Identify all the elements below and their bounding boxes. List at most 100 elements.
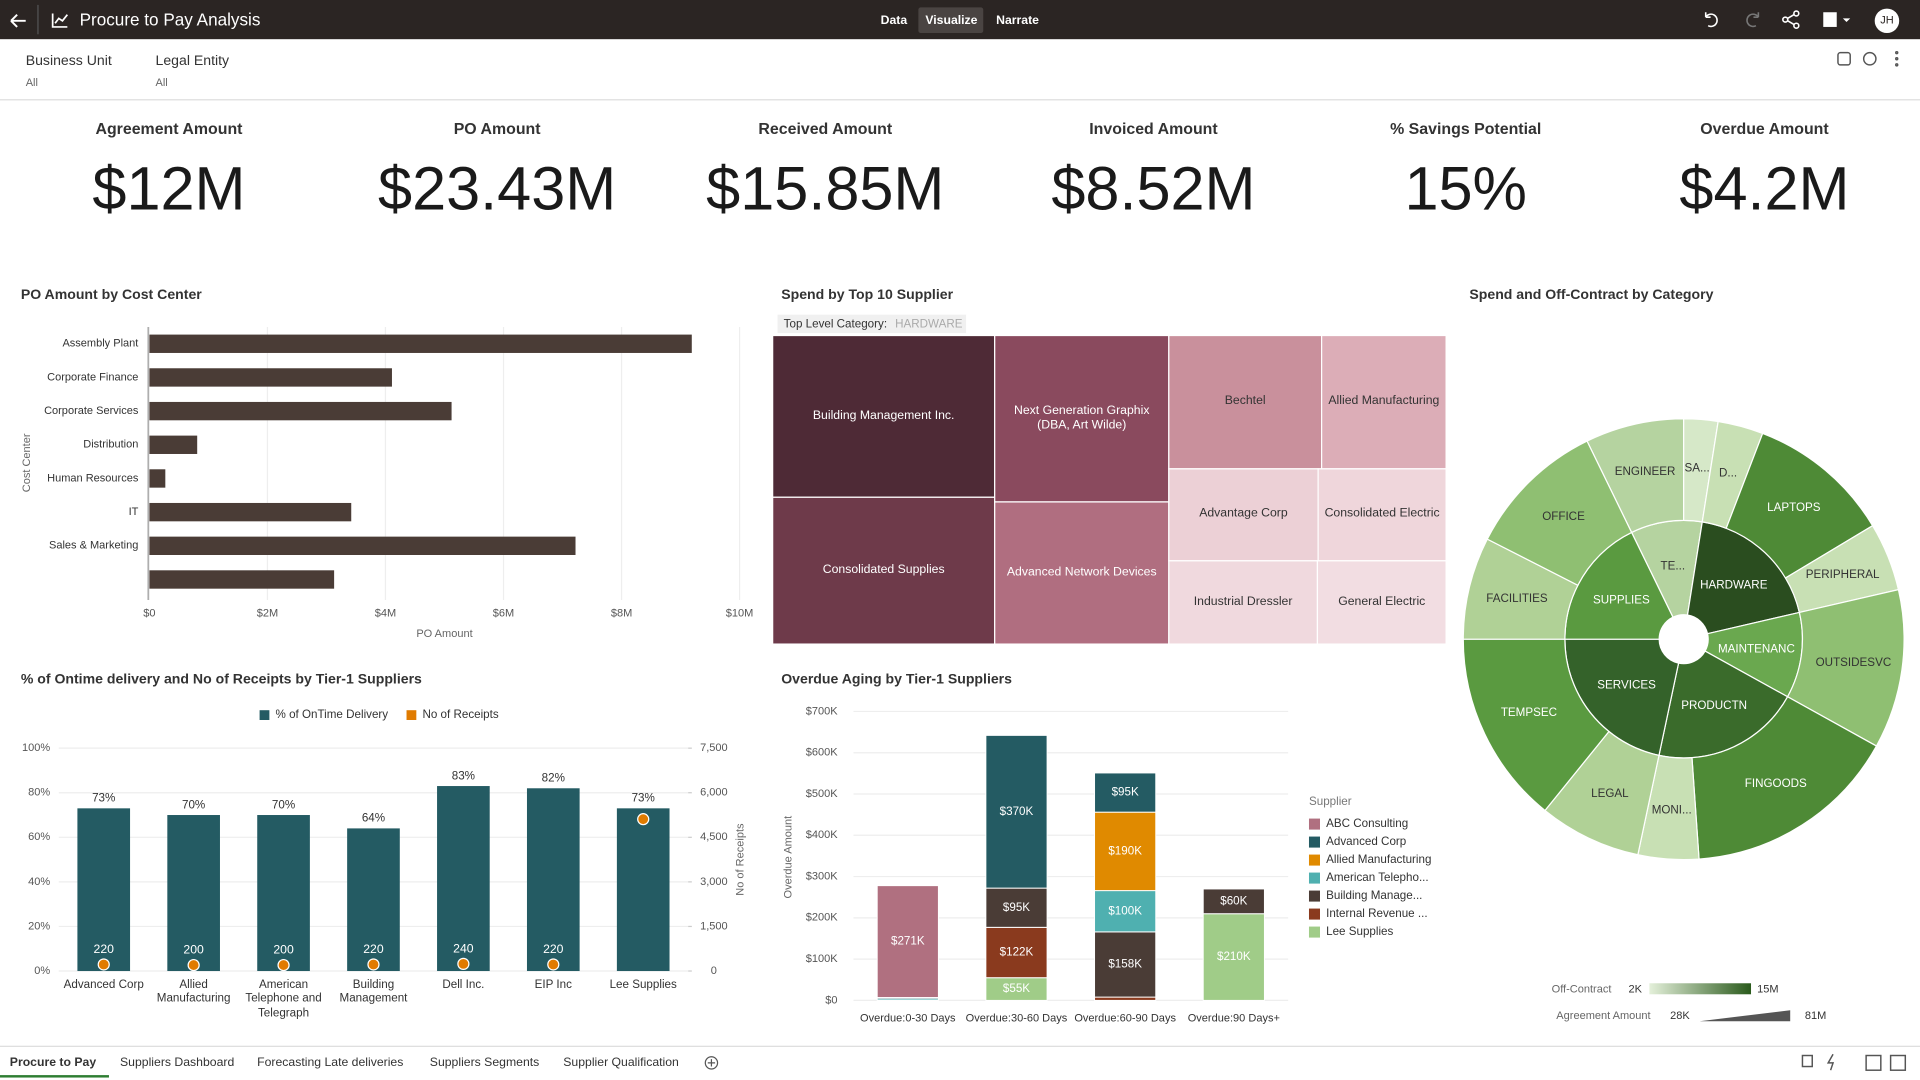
sunburst-label: LEGAL xyxy=(1591,787,1629,800)
x-tick-label: Overdue:0-30 Days xyxy=(860,1013,956,1025)
sunburst-label: OUTSIDESVC xyxy=(1816,656,1892,669)
sunburst-label: ENGINEER xyxy=(1615,465,1676,478)
app-icon xyxy=(51,13,69,28)
dot xyxy=(187,958,200,972)
y2-tick-label: 4,500 xyxy=(700,831,728,843)
legend-swatch xyxy=(1308,926,1320,938)
dot xyxy=(97,958,110,971)
dot xyxy=(367,958,380,971)
bar xyxy=(149,536,576,555)
bar-segment xyxy=(1094,811,1157,892)
share-icon[interactable] xyxy=(1782,10,1800,29)
bar-segment xyxy=(876,885,939,999)
legend-max: 81M xyxy=(1805,1010,1826,1022)
legend-swatch xyxy=(1308,854,1320,866)
undo-icon[interactable] xyxy=(1704,12,1718,28)
header-tab[interactable]: Data xyxy=(881,13,908,27)
treemap-tile xyxy=(994,334,1170,503)
kpi-value: $8.52M xyxy=(1051,155,1255,223)
filter-label: Top Level Category: xyxy=(784,318,887,331)
sunburst-label: D... xyxy=(1719,467,1737,480)
data-label: $271K xyxy=(891,935,925,948)
bar xyxy=(149,469,166,488)
tile-label-box: Allied Manufacturing xyxy=(1328,395,1439,408)
y-tick-label: IT xyxy=(129,506,139,518)
kpi-label: PO Amount xyxy=(454,121,542,138)
save-icon[interactable] xyxy=(1823,12,1851,27)
legend-label: % of OnTime Delivery xyxy=(276,708,389,721)
legend-swatch xyxy=(1308,818,1320,830)
footer-tab[interactable]: Forecasting Late deliveries xyxy=(257,1055,403,1069)
footer-tab[interactable]: Suppliers Dashboard xyxy=(120,1055,234,1069)
legend-label: Lee Supplies xyxy=(1326,925,1393,938)
legend-title: Off-Contract xyxy=(1552,983,1612,995)
kpi-value: $23.43M xyxy=(378,155,616,223)
bar-segment xyxy=(1202,888,1265,915)
app-title: Procure to Pay Analysis xyxy=(80,9,261,29)
treemap-tile xyxy=(1168,560,1319,645)
y2-tick-label: 7,500 xyxy=(700,742,728,754)
legend-label: Advanced Corp xyxy=(1326,835,1406,848)
footer-tab[interactable]: Supplier Qualification xyxy=(563,1055,679,1069)
sunburst-outer xyxy=(1486,440,1633,587)
filter-label[interactable]: Business Unit xyxy=(26,52,112,68)
y-tick-label: 20% xyxy=(28,920,50,932)
y-axis-title: Overdue Amount xyxy=(782,816,794,899)
tile-label: Building Management Inc. xyxy=(812,409,955,423)
filter-icons[interactable] xyxy=(1837,50,1899,67)
redo-icon[interactable] xyxy=(1746,12,1760,28)
tile-label-box: Next Generation Graphix (DBA, Art Wilde) xyxy=(1014,404,1149,432)
bar xyxy=(149,435,198,454)
kpi-value: 15% xyxy=(1404,155,1527,223)
bar-segment xyxy=(985,887,1048,928)
tile-label-box: Advantage Corp xyxy=(1199,507,1288,520)
chart-title: % of Ontime delivery and No of Receipts … xyxy=(21,670,422,686)
treemap-tile xyxy=(1317,468,1447,562)
bar xyxy=(149,570,335,589)
bar-segment xyxy=(1094,996,1157,1001)
y-tick-label: Distribution xyxy=(83,439,138,451)
data-label: $60K xyxy=(1220,894,1247,907)
filter-value: HARDWARE xyxy=(895,318,963,331)
footer-tab[interactable]: Suppliers Segments xyxy=(430,1055,539,1069)
x-tick-label: $0 xyxy=(143,607,155,619)
footer-tab[interactable]: Procure to Pay xyxy=(10,1055,97,1069)
data-label: $210K xyxy=(1217,950,1251,963)
bar xyxy=(437,786,490,972)
tile-label: Consolidated Supplies xyxy=(822,563,945,577)
data-label: $190K xyxy=(1108,844,1142,857)
y-axis-title: Cost Center xyxy=(21,433,33,492)
data-label: 70% xyxy=(182,798,205,811)
data-label: 220 xyxy=(363,942,384,956)
avatar[interactable] xyxy=(1874,8,1900,34)
header-tab[interactable]: Narrate xyxy=(996,13,1039,27)
filter-label[interactable]: Legal Entity xyxy=(156,52,231,68)
data-label: 220 xyxy=(94,942,115,956)
bar xyxy=(149,502,352,522)
chart-title: Spend by Top 10 Supplier xyxy=(781,286,953,302)
kpi-label: Received Amount xyxy=(758,121,892,138)
footer-icons[interactable] xyxy=(1801,1053,1907,1071)
kpi-value: $4.2M xyxy=(1679,155,1849,223)
header-tab[interactable]: Visualize xyxy=(925,13,977,27)
kpi-label: Agreement Amount xyxy=(95,121,243,138)
kpi-label: Overdue Amount xyxy=(1700,121,1829,138)
tile-label: Advanced Network Devices xyxy=(1006,565,1157,580)
kpi-label: % Savings Potential xyxy=(1390,121,1541,138)
legend-label: Allied Manufacturing xyxy=(1326,853,1431,866)
back-icon[interactable] xyxy=(10,14,26,28)
y-tick-label: 100% xyxy=(22,742,50,754)
y-tick-label: Corporate Finance xyxy=(47,371,138,383)
add-tab-icon[interactable] xyxy=(704,1056,719,1070)
x-tick-label: $2M xyxy=(257,607,278,619)
data-label: 73% xyxy=(632,792,655,805)
tile-label: Consolidated Electric xyxy=(1324,507,1440,521)
y-tick-label: $400K xyxy=(806,829,839,841)
data-label: $95K xyxy=(1112,786,1139,799)
sunburst-label: OFFICE xyxy=(1542,510,1585,523)
filter-pill xyxy=(777,314,967,334)
active-footer-tab xyxy=(0,1075,109,1078)
sunburst-label: MONI... xyxy=(1652,803,1692,816)
x-tick-label-box: Dell Inc. xyxy=(442,978,484,991)
bar xyxy=(167,815,220,972)
